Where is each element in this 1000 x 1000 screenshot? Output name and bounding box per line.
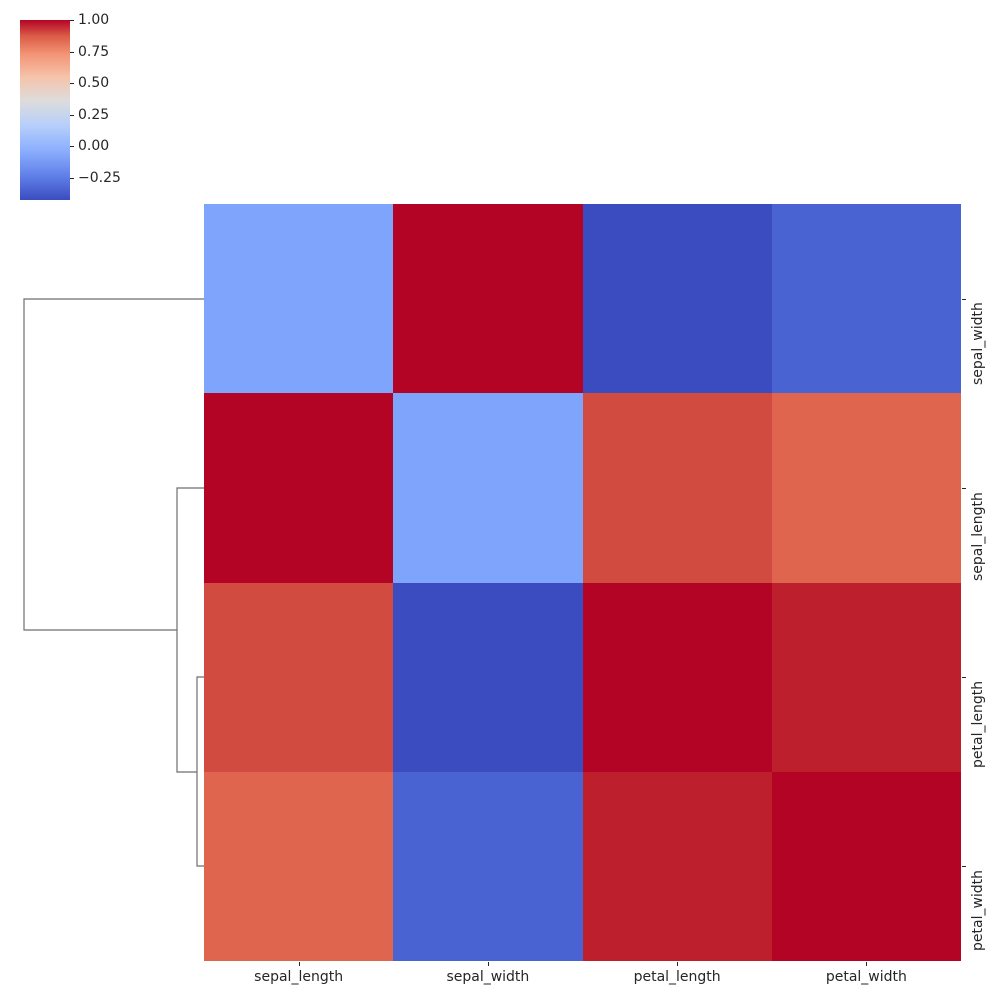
heatmap-cell bbox=[204, 583, 393, 772]
x-tick-label: petal_width bbox=[826, 969, 907, 985]
heatmap-cell bbox=[772, 393, 961, 582]
y-tick bbox=[962, 866, 966, 867]
heatmap-cell bbox=[583, 583, 772, 772]
heatmap-cell bbox=[583, 204, 772, 393]
x-tick-label: sepal_width bbox=[446, 969, 529, 985]
x-tick-label: sepal_length bbox=[254, 969, 343, 985]
heatmap-cell bbox=[393, 204, 582, 393]
dendrogram-link-petal bbox=[197, 677, 204, 866]
y-tick-label: petal_width bbox=[970, 870, 986, 951]
heatmap-cell bbox=[204, 772, 393, 961]
x-tick-label: petal_length bbox=[634, 969, 721, 985]
heatmap-cell bbox=[204, 393, 393, 582]
heatmap-grid bbox=[204, 204, 961, 961]
heatmap-cell bbox=[393, 393, 582, 582]
y-tick bbox=[962, 299, 966, 300]
y-tick bbox=[962, 488, 966, 489]
row-dendrogram bbox=[0, 0, 210, 1000]
heatmap-cell bbox=[393, 772, 582, 961]
y-tick bbox=[962, 677, 966, 678]
heatmap-cell bbox=[772, 583, 961, 772]
x-tick bbox=[299, 962, 300, 966]
heatmap-cell bbox=[583, 772, 772, 961]
heatmap-cell bbox=[772, 772, 961, 961]
heatmap-cell bbox=[393, 583, 582, 772]
x-tick bbox=[677, 962, 678, 966]
x-tick bbox=[866, 962, 867, 966]
x-tick bbox=[488, 962, 489, 966]
heatmap-cell bbox=[772, 204, 961, 393]
dendrogram-link-mid bbox=[177, 488, 204, 772]
y-tick-label: sepal_length bbox=[970, 492, 986, 581]
heatmap-cell bbox=[583, 393, 772, 582]
y-tick-label: sepal_width bbox=[970, 303, 986, 386]
heatmap-cell bbox=[204, 204, 393, 393]
y-tick-label: petal_length bbox=[970, 681, 986, 768]
